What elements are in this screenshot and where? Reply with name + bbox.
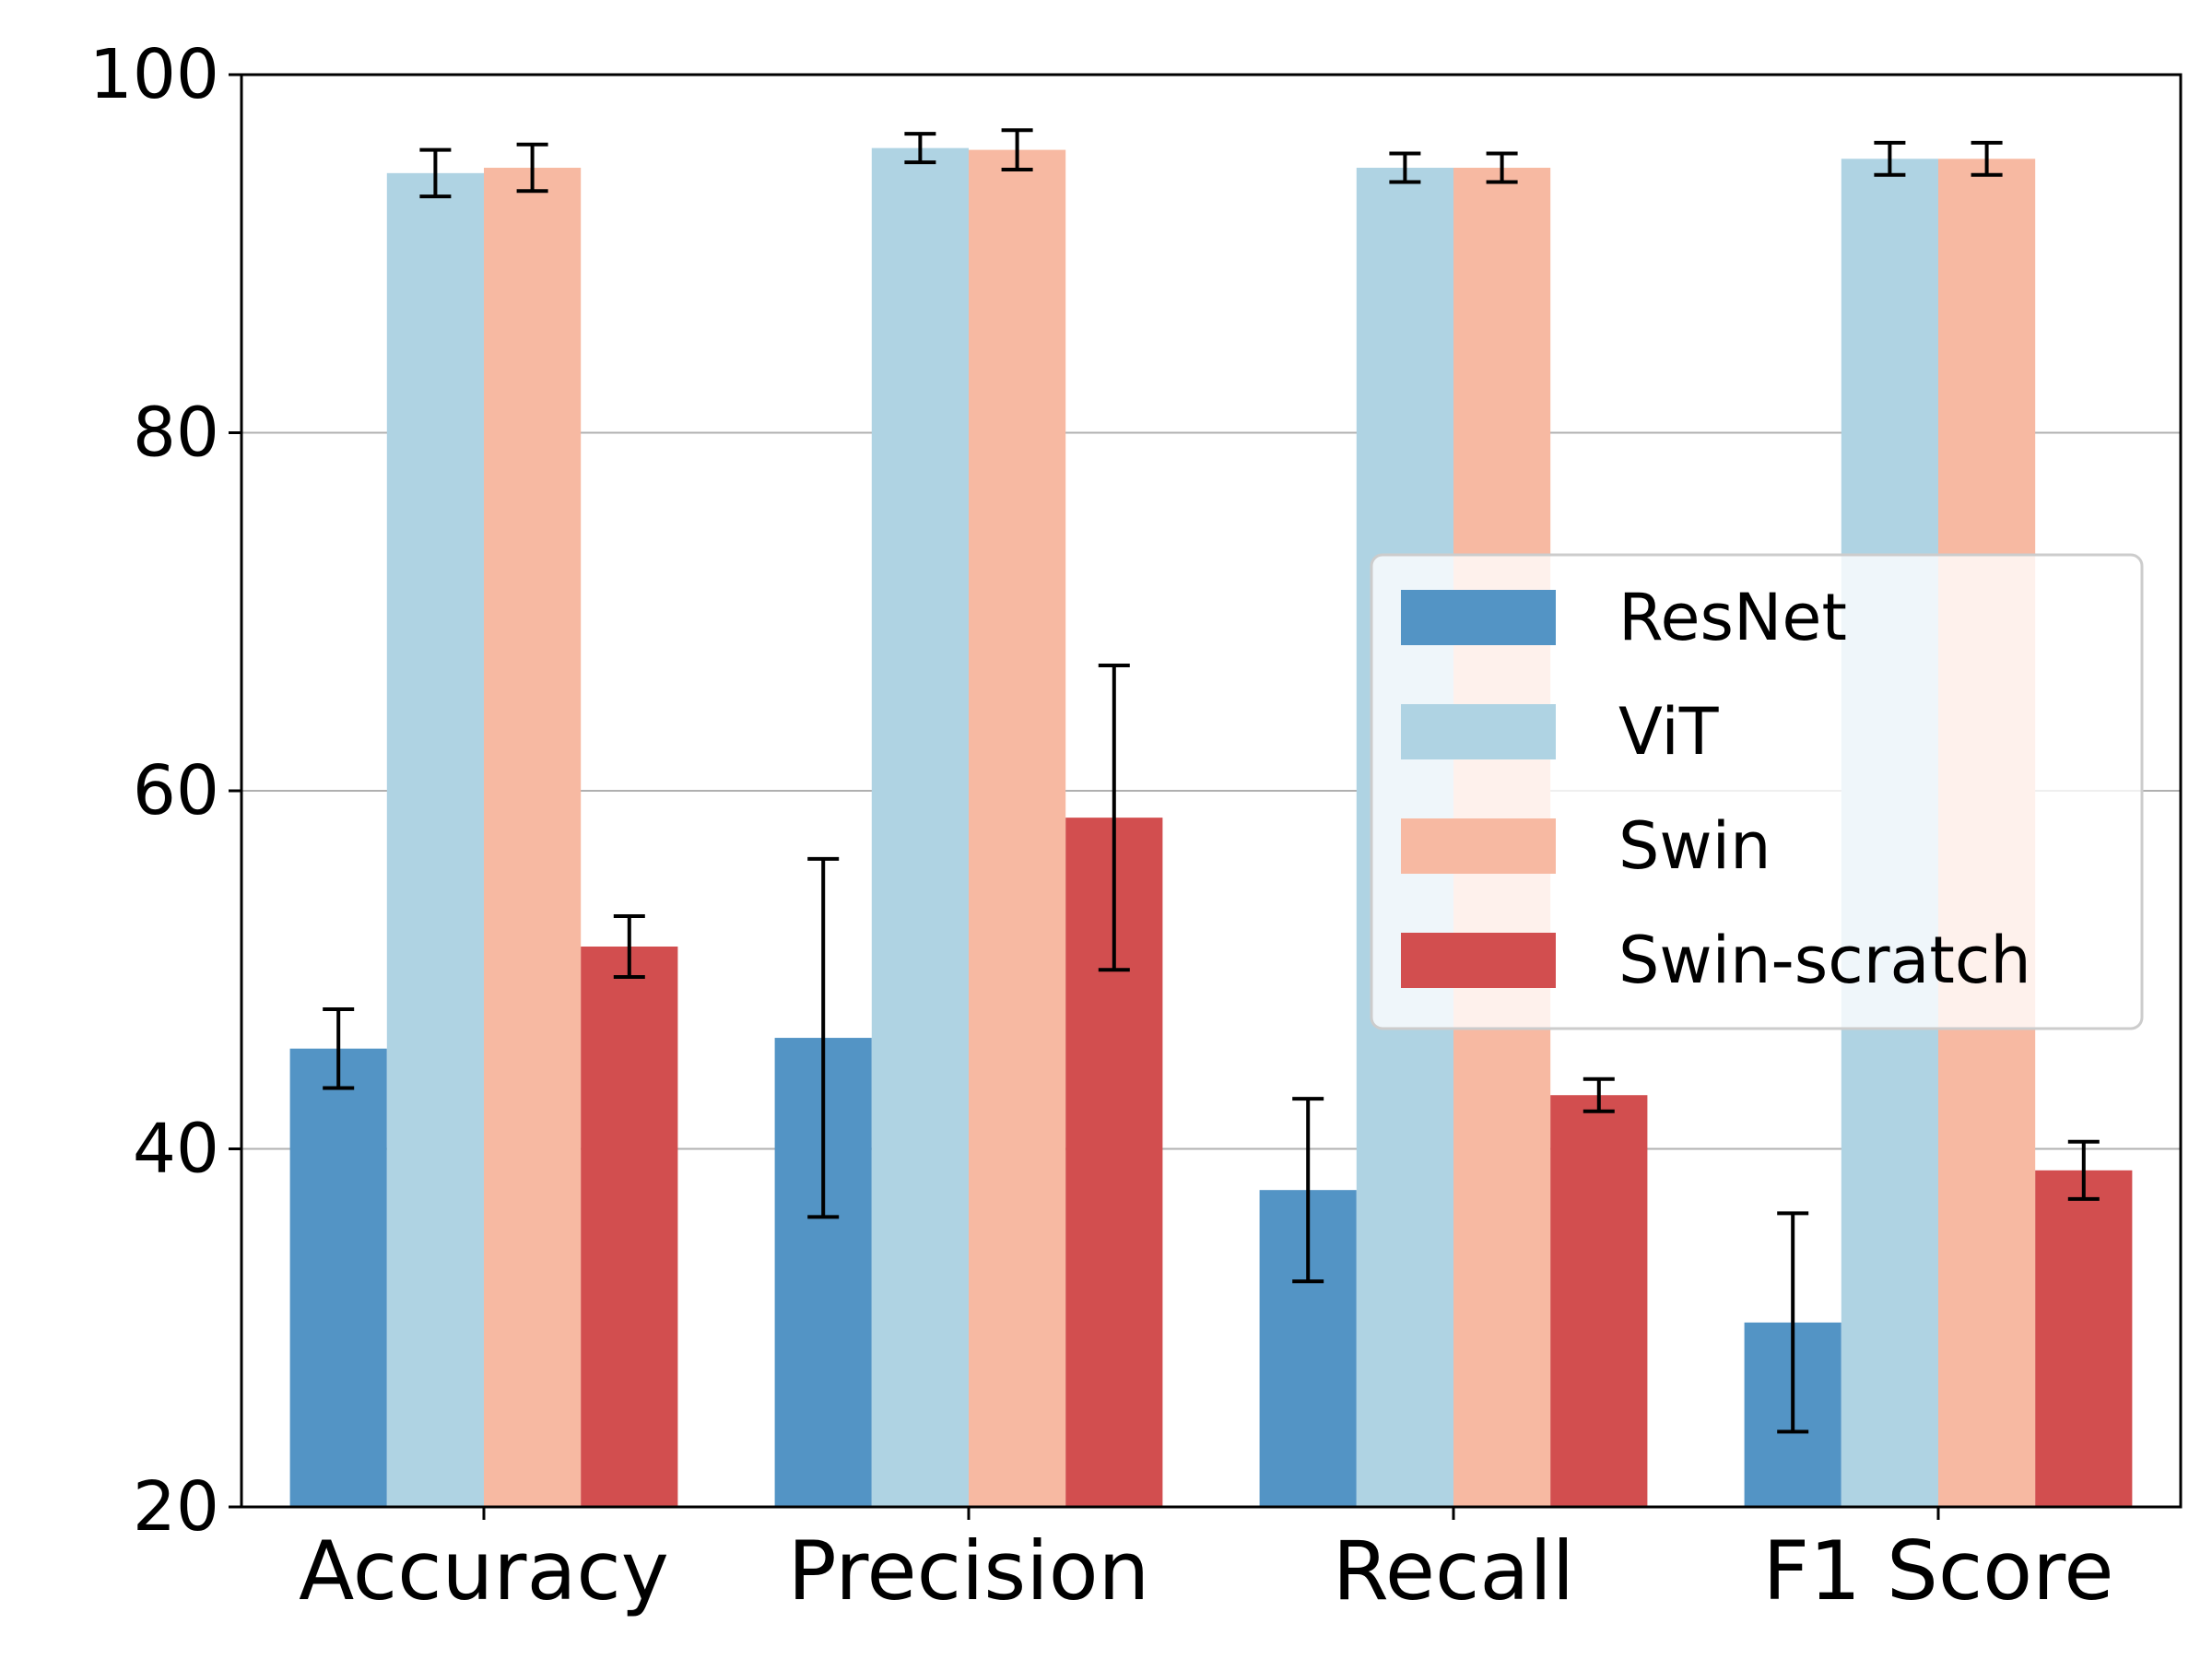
y-tick-label: 80: [133, 394, 219, 473]
legend-box: [1370, 553, 2144, 1030]
y-axis: 20 40 60 80 100: [89, 35, 241, 1547]
bar-swin-scratch: [581, 946, 678, 1507]
error-bars: [323, 128, 2100, 1434]
y-tick-label: 40: [133, 1110, 219, 1189]
legend-swatch-swin-scratch: [1401, 933, 1556, 988]
bar-resnet: [289, 1048, 387, 1507]
y-tick-label: 20: [133, 1467, 219, 1547]
bar-swin: [484, 168, 582, 1507]
legend-swatch-resnet: [1401, 590, 1556, 645]
legend-label: Swin-scratch: [1618, 923, 2031, 998]
bar-vit: [386, 172, 484, 1507]
x-tick-label: Accuracy: [299, 1524, 669, 1618]
x-tick-label: F1 Score: [1762, 1524, 2113, 1618]
legend-label: ResNet: [1618, 580, 1847, 655]
legend-swatch-vit: [1401, 704, 1556, 759]
bar-vit: [871, 147, 969, 1508]
x-tick-label: Precision: [788, 1524, 1150, 1618]
bar-swin-scratch: [2035, 1170, 2133, 1507]
legend-swatch-swin: [1401, 818, 1556, 874]
x-tick-label: Recall: [1333, 1524, 1575, 1618]
bars: [289, 147, 2133, 1508]
bar-swin-scratch: [1550, 1095, 1648, 1507]
legend: ResNet ViT Swin Swin-scratch: [1370, 553, 2144, 1030]
legend-label: Swin: [1618, 808, 1771, 884]
legend-label: ViT: [1618, 694, 1719, 770]
bar-swin: [969, 149, 1066, 1508]
y-tick-label: 100: [89, 35, 219, 114]
y-tick-label: 60: [133, 751, 219, 830]
x-axis: Accuracy Precision Recall F1 Score: [299, 1507, 2114, 1618]
